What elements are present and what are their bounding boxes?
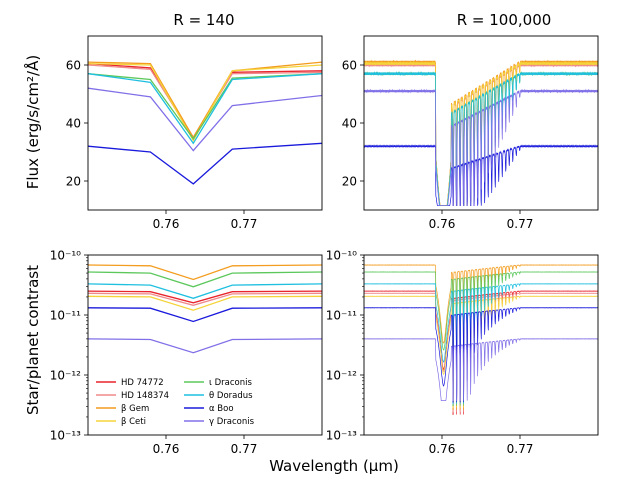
y-tick-label: 10⁻¹¹ xyxy=(50,309,81,323)
panel-flux-r100000: 0.76 0.77 20 40 60 xyxy=(342,35,599,231)
y-tick-label: 60 xyxy=(342,59,357,73)
y-tick-label: 60 xyxy=(66,59,81,73)
series-line xyxy=(88,73,322,141)
axes-frame xyxy=(363,35,599,211)
series-line xyxy=(88,292,322,306)
panel-title-r100000: R = 100,000 xyxy=(457,11,552,29)
ylabel-flux: Flux (erg/s/cm²/Å) xyxy=(23,55,42,189)
y-tick-label: 40 xyxy=(342,117,357,131)
series-line xyxy=(364,338,598,401)
x-tick-label: 0.77 xyxy=(231,442,258,456)
x-tick-label: 0.77 xyxy=(507,442,534,456)
x-tick-label: 0.77 xyxy=(231,217,258,231)
series-line xyxy=(364,88,598,207)
y-tick-label: 10⁻¹³ xyxy=(326,429,357,443)
series-line xyxy=(88,295,322,311)
panel-contrast-r100000: 0.76 0.77 10⁻¹³ 10⁻¹² 10⁻¹¹ 10⁻¹⁰ xyxy=(326,249,599,456)
series-line xyxy=(88,307,322,323)
ylabel-contrast: Star/planet contrast xyxy=(24,265,42,415)
y-tick-label: 10⁻¹² xyxy=(50,369,81,383)
series-line xyxy=(88,264,322,281)
axes-frame xyxy=(363,254,599,436)
x-tick-label: 0.76 xyxy=(429,442,456,456)
legend-label: γ Draconis xyxy=(209,417,255,427)
axes-frame xyxy=(87,35,323,211)
panel-contrast-r140: 0.76 0.77 10⁻¹³ 10⁻¹² 10⁻¹¹ 10⁻¹⁰ xyxy=(50,249,323,456)
x-tick-label: 0.76 xyxy=(153,442,180,456)
panel-flux-r140: 0.76 0.77 20 40 60 xyxy=(66,35,323,231)
x-tick-label: 0.76 xyxy=(153,217,180,231)
series-line xyxy=(88,73,322,145)
series-line xyxy=(88,62,322,142)
x-tick-label: 0.77 xyxy=(507,217,534,231)
legend-label: β Gem xyxy=(121,404,149,414)
series-line xyxy=(88,271,322,288)
series-line xyxy=(88,290,322,304)
panel-title-r140: R = 140 xyxy=(173,11,234,29)
series-line xyxy=(364,282,598,405)
y-tick-label: 10⁻¹⁰ xyxy=(326,249,357,263)
legend-label: β Ceti xyxy=(121,417,146,427)
y-tick-label: 10⁻¹⁰ xyxy=(50,249,81,263)
legend-label: ι Draconis xyxy=(209,378,252,388)
series-line xyxy=(88,338,322,354)
y-tick-label: 20 xyxy=(342,175,357,189)
xlabel-wavelength: Wavelength (μm) xyxy=(269,457,399,475)
axes-frame xyxy=(87,254,323,436)
legend: HD 74772 HD 148374 β Gem β Ceti ι Draconis θ … xyxy=(96,378,255,427)
y-tick-label: 10⁻¹¹ xyxy=(326,309,357,323)
series-line xyxy=(88,61,322,139)
series-line xyxy=(88,283,322,299)
series-line xyxy=(88,62,322,139)
x-tick-label: 0.76 xyxy=(429,217,456,231)
legend-label: θ Doradus xyxy=(209,391,253,401)
series-line xyxy=(364,307,598,403)
legend-label: α Boo xyxy=(209,404,234,414)
series-line xyxy=(88,142,322,185)
legend-label: HD 148374 xyxy=(121,391,169,401)
legend-label: HD 74772 xyxy=(121,378,164,388)
series-line xyxy=(364,144,598,207)
y-tick-label: 10⁻¹³ xyxy=(50,429,81,443)
series-line xyxy=(88,87,322,152)
y-tick-label: 40 xyxy=(66,117,81,131)
y-tick-label: 20 xyxy=(66,175,81,189)
y-tick-label: 10⁻¹² xyxy=(326,369,357,383)
